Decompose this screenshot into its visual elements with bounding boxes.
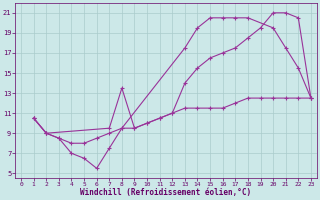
X-axis label: Windchill (Refroidissement éolien,°C): Windchill (Refroidissement éolien,°C)	[80, 188, 252, 197]
